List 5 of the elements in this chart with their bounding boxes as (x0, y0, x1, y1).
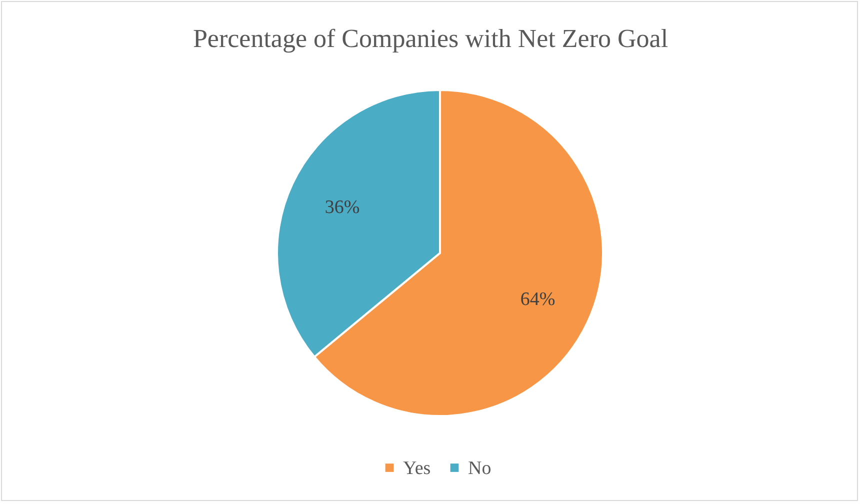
legend-label: No (468, 458, 492, 479)
data-label: 36% (324, 197, 360, 218)
legend-label: Yes (403, 458, 431, 479)
chart-title: Percentage of Companies with Net Zero Goal (192, 24, 668, 53)
data-label: 64% (520, 288, 556, 310)
